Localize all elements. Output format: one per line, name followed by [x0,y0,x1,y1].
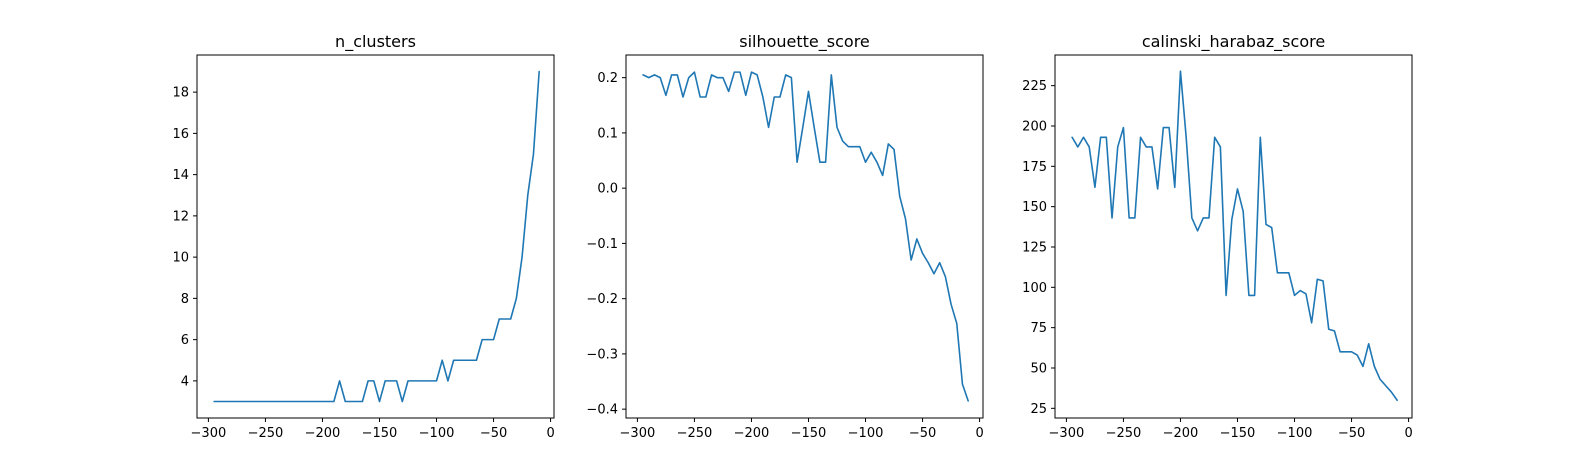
chart-title: calinski_harabaz_score [1142,32,1325,52]
x-tick-label: −300 [620,426,656,441]
plot-frame [196,54,555,419]
y-tick-label: 125 [1022,240,1047,255]
x-tick-label: −150 [362,426,398,441]
x-tick-label: −50 [480,426,507,441]
y-tick-label: 4 [181,374,189,389]
x-tick-label: −300 [191,426,227,441]
y-tick-label: 75 [1030,321,1047,336]
series-line [1071,70,1398,402]
x-tick-label: −200 [305,426,341,441]
x-tick-label: −50 [1338,426,1365,441]
y-tick-label: −0.2 [586,292,618,307]
y-tick-label: −0.3 [586,347,618,362]
y-tick-label: −0.1 [586,237,618,252]
chart-panel-2: silhouette_score −300 −250 −200 −150 −100 −50 0… [586,32,983,441]
x-tick-label: −300 [1049,426,1085,441]
x-tick-label: 0 [975,426,983,441]
y-tick-label: 0.0 [597,182,618,197]
x-tick-label: −250 [248,426,284,441]
x-tick-label: 0 [546,426,554,441]
y-tick-label: 10 [172,251,189,266]
chart-panel-1: n_clusters −300 −250 −200 −150 −100 −50 0 4 6 8 10 1… [172,32,554,441]
series-line [213,70,540,403]
x-tick-label: −50 [909,426,936,441]
y-tick-label: 50 [1030,361,1047,376]
y-tick-label: 0.2 [597,71,618,86]
x-tick-label: −250 [677,426,713,441]
x-tick-label: 0 [1404,426,1412,441]
y-tick-label: 8 [181,292,189,307]
x-tick-label: −200 [1163,426,1199,441]
y-tick-label: −0.4 [586,403,618,418]
y-tick-label: 16 [172,127,189,142]
y-tick-label: 14 [172,168,189,183]
x-tick-label: −200 [734,426,770,441]
y-tick-label: 200 [1022,119,1047,134]
series-line [642,71,969,402]
chart-panel-3: calinski_harabaz_score −300 −250 −200 −150 −1… [1022,32,1413,441]
chart-title: n_clusters [335,32,416,52]
x-tick-label: −100 [1277,426,1313,441]
x-tick-label: −100 [848,426,884,441]
y-tick-label: 25 [1030,402,1047,417]
y-tick-label: 0.1 [597,126,618,141]
x-tick-label: −250 [1106,426,1142,441]
plot-frame [625,54,984,419]
plot-frame [1054,54,1413,419]
y-tick-label: 225 [1022,79,1047,94]
x-tick-label: −150 [791,426,827,441]
x-tick-label: −100 [419,426,455,441]
y-tick-label: 150 [1022,200,1047,215]
y-tick-label: 18 [172,86,189,101]
y-tick-label: 100 [1022,281,1047,296]
y-tick-label: 175 [1022,160,1047,175]
chart-title: silhouette_score [739,32,870,52]
y-tick-label: 12 [172,209,189,224]
x-tick-label: −150 [1220,426,1256,441]
y-tick-label: 6 [181,333,189,348]
